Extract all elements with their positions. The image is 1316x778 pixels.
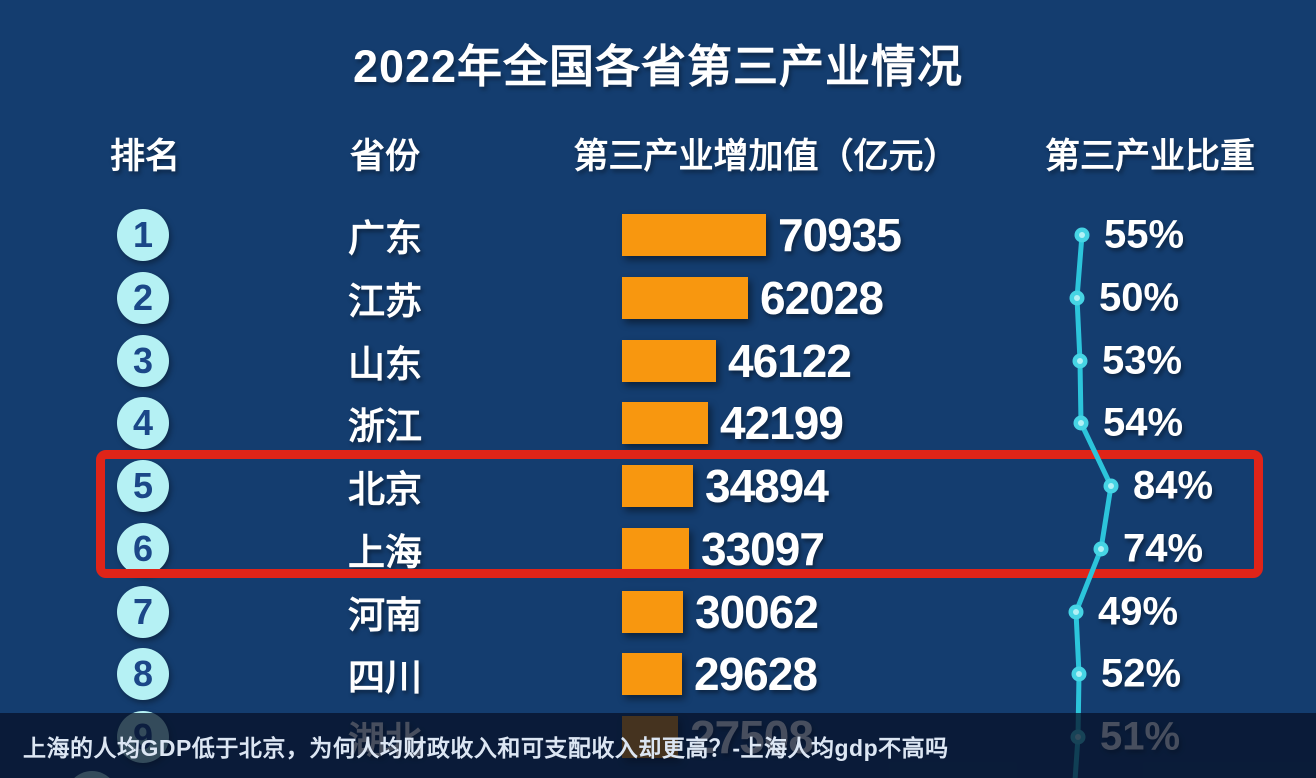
province-name: 上海 [348, 532, 422, 573]
column-header-province: 省份 [349, 137, 420, 176]
rank-badge: 2 [117, 272, 169, 324]
page-title: 2022年全国各省第三产业情况 [352, 41, 964, 92]
rank-badge: 8 [117, 648, 169, 700]
value-label: 62028 [760, 272, 884, 324]
value-bar [622, 214, 766, 256]
value-label: 33097 [701, 523, 825, 575]
column-header-rank: 排名 [109, 137, 180, 176]
share-label: 50% [1099, 275, 1180, 320]
rank-number: 5 [132, 465, 154, 506]
rank-number: 4 [132, 402, 154, 443]
province-name: 北京 [348, 469, 422, 510]
value-label: 34894 [705, 460, 829, 512]
rank-number: 1 [132, 214, 154, 255]
value-bar [622, 653, 682, 695]
province-name: 山东 [348, 344, 422, 385]
share-label: 49% [1098, 589, 1179, 634]
share-label: 55% [1104, 212, 1185, 257]
rank-badge: 7 [117, 586, 169, 638]
share-label: 74% [1123, 526, 1204, 571]
province-name: 河南 [348, 595, 422, 636]
rank-number: 2 [132, 277, 154, 318]
province-name: 浙江 [348, 406, 422, 447]
rank-badge: 5 [117, 460, 169, 512]
share-label: 84% [1133, 463, 1214, 508]
province-name: 四川 [348, 657, 422, 698]
rank-number: 3 [132, 340, 154, 381]
rank-badge: 6 [117, 523, 169, 575]
share-label: 54% [1103, 400, 1184, 445]
rank-badge: 4 [117, 397, 169, 449]
caption-bar: 上海的人均GDP低于北京，为何人均财政收入和可支配收入却更高？-上海人均gdp不… [0, 713, 1316, 778]
province-name: 广东 [348, 218, 422, 259]
rank-badge: 1 [117, 209, 169, 261]
rank-number: 6 [132, 528, 154, 569]
value-bar [622, 591, 683, 633]
value-bar [622, 340, 716, 382]
value-bar [622, 277, 748, 319]
rank-number: 8 [132, 653, 154, 694]
column-header-value: 第三产业增加值（亿元） [573, 137, 959, 176]
value-bar [622, 465, 693, 507]
value-bar [622, 402, 708, 444]
value-label: 46122 [728, 335, 852, 387]
value-bar [622, 528, 689, 570]
value-label: 29628 [694, 648, 818, 700]
share-label: 53% [1102, 338, 1183, 383]
rank-badge: 3 [117, 335, 169, 387]
value-label: 70935 [778, 209, 902, 261]
rank-number: 7 [132, 591, 154, 632]
column-header-share: 第三产业比重 [1044, 137, 1255, 176]
province-name: 江苏 [348, 281, 422, 322]
caption-text: 上海的人均GDP低于北京，为何人均财政收入和可支配收入却更高？-上海人均gdp不… [23, 734, 949, 761]
value-label: 42199 [720, 397, 844, 449]
share-label: 52% [1101, 651, 1182, 696]
value-label: 30062 [695, 586, 819, 638]
